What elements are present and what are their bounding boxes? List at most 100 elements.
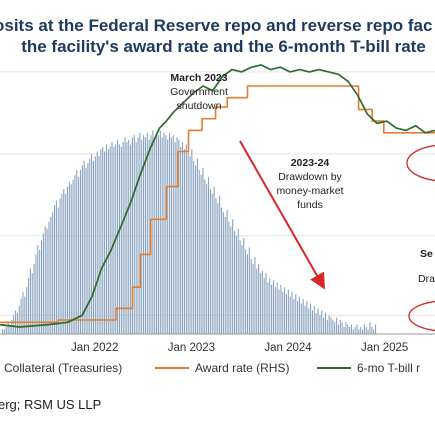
collateral-bar bbox=[332, 319, 334, 334]
collateral-bar bbox=[16, 312, 18, 334]
collateral-bar bbox=[128, 139, 130, 334]
collateral-bar bbox=[157, 135, 159, 334]
collateral-bar bbox=[126, 142, 128, 334]
collateral-bar bbox=[165, 135, 167, 334]
collateral-bar bbox=[276, 282, 278, 334]
collateral-bar bbox=[91, 153, 93, 334]
source-note: erg; RSM US LLP bbox=[0, 397, 102, 412]
collateral-bar bbox=[200, 174, 202, 334]
collateral-bar bbox=[269, 277, 271, 334]
x-tick-labels: Jan 2022 Jan 2023 Jan 2024 Jan 2025 bbox=[71, 342, 408, 354]
collateral-bar bbox=[144, 137, 146, 334]
collateral-bar bbox=[245, 249, 247, 334]
collateral-bar bbox=[291, 291, 293, 334]
collateral-bar bbox=[183, 149, 185, 334]
collateral-bar bbox=[104, 151, 106, 334]
collateral-bar bbox=[37, 245, 39, 334]
collateral-bar bbox=[233, 231, 236, 334]
collateral-bar bbox=[207, 177, 210, 334]
collateral-bar bbox=[347, 324, 349, 334]
collateral-bar bbox=[66, 186, 69, 334]
collateral-bar bbox=[339, 319, 341, 334]
tbill-line bbox=[0, 64, 435, 328]
collateral-bar bbox=[24, 296, 26, 334]
collateral-bar bbox=[319, 315, 321, 334]
collateral-bar bbox=[256, 268, 258, 334]
collateral-bar bbox=[373, 329, 375, 334]
collateral-bar bbox=[143, 135, 145, 334]
collateral-bar bbox=[83, 160, 85, 334]
collateral-bar bbox=[169, 132, 171, 334]
collateral-bar bbox=[189, 156, 191, 334]
collateral-bar bbox=[102, 146, 104, 334]
collateral-bar bbox=[254, 256, 256, 334]
collateral-bar bbox=[74, 174, 76, 334]
collateral-bar bbox=[98, 156, 100, 334]
collateral-bar bbox=[308, 308, 310, 334]
collateral-bar bbox=[211, 193, 213, 334]
annotation-line: funds bbox=[297, 199, 323, 211]
collateral-bar bbox=[310, 303, 312, 334]
collateral-bar bbox=[272, 280, 275, 334]
collateral-bar bbox=[369, 322, 371, 334]
collateral-bar bbox=[27, 277, 30, 334]
collateral-bar bbox=[280, 284, 282, 334]
collateral-bar bbox=[178, 139, 180, 334]
collateral-bar bbox=[118, 144, 121, 334]
collateral-bar bbox=[284, 287, 286, 334]
x-tick-label: Jan 2023 bbox=[168, 342, 215, 354]
collateral-bar bbox=[334, 322, 336, 334]
collateral-bar bbox=[261, 270, 263, 334]
collateral-bar bbox=[367, 329, 369, 334]
collateral-bar bbox=[87, 163, 89, 334]
collateral-bar bbox=[315, 312, 317, 334]
collateral-bar bbox=[139, 132, 141, 334]
legend-item-collateral: Collateral (Treasuries) bbox=[4, 361, 122, 375]
collateral-bar bbox=[26, 287, 28, 334]
collateral-bar bbox=[133, 135, 135, 334]
chart-title-line-1: osits at the Federal Reserve repo and re… bbox=[0, 16, 433, 35]
collateral-bar bbox=[70, 184, 72, 334]
collateral-bar bbox=[61, 193, 63, 334]
collateral-bar bbox=[230, 226, 232, 334]
collateral-bar bbox=[232, 219, 234, 334]
collateral-bar bbox=[135, 142, 137, 334]
collateral-bar bbox=[89, 158, 91, 334]
annotation-march-2023: March 2023 Government shutdown bbox=[170, 72, 228, 112]
collateral-bar bbox=[185, 144, 187, 334]
collateral-bar bbox=[65, 193, 67, 334]
collateral-bar bbox=[35, 254, 37, 334]
collateral-bar bbox=[324, 312, 326, 334]
collateral-bar bbox=[81, 165, 83, 334]
collateral-bar bbox=[109, 146, 111, 334]
collateral-bar bbox=[237, 228, 239, 334]
collateral-bar bbox=[40, 240, 43, 334]
collateral-bar bbox=[146, 132, 148, 334]
annotation-line: 2023-24 bbox=[291, 157, 330, 169]
collateral-bar bbox=[343, 326, 345, 334]
collateral-bar bbox=[204, 179, 206, 334]
collateral-bar bbox=[356, 324, 358, 334]
x-tick-label: Jan 2022 bbox=[71, 342, 118, 354]
x-tick-label: Jan 2025 bbox=[361, 342, 408, 354]
collateral-bar bbox=[241, 245, 243, 334]
collateral-bar bbox=[100, 149, 102, 334]
collateral-bar bbox=[326, 319, 328, 334]
collateral-bar bbox=[122, 142, 124, 334]
collateral-bar bbox=[354, 326, 356, 334]
collateral-bar bbox=[365, 326, 367, 334]
collateral-bar bbox=[287, 289, 289, 334]
collateral-bar bbox=[206, 184, 208, 334]
collateral-bar bbox=[159, 130, 161, 334]
collateral-bar bbox=[196, 158, 198, 334]
collateral-bar bbox=[228, 221, 230, 334]
collateral-bar bbox=[174, 142, 176, 334]
collateral-bar bbox=[302, 298, 304, 334]
collateral-bar bbox=[362, 329, 364, 334]
collateral-bar bbox=[220, 207, 223, 334]
collateral-bar bbox=[42, 233, 44, 334]
collateral-bar bbox=[336, 317, 338, 334]
collateral-bar bbox=[130, 144, 132, 334]
collateral-bar bbox=[274, 287, 276, 334]
